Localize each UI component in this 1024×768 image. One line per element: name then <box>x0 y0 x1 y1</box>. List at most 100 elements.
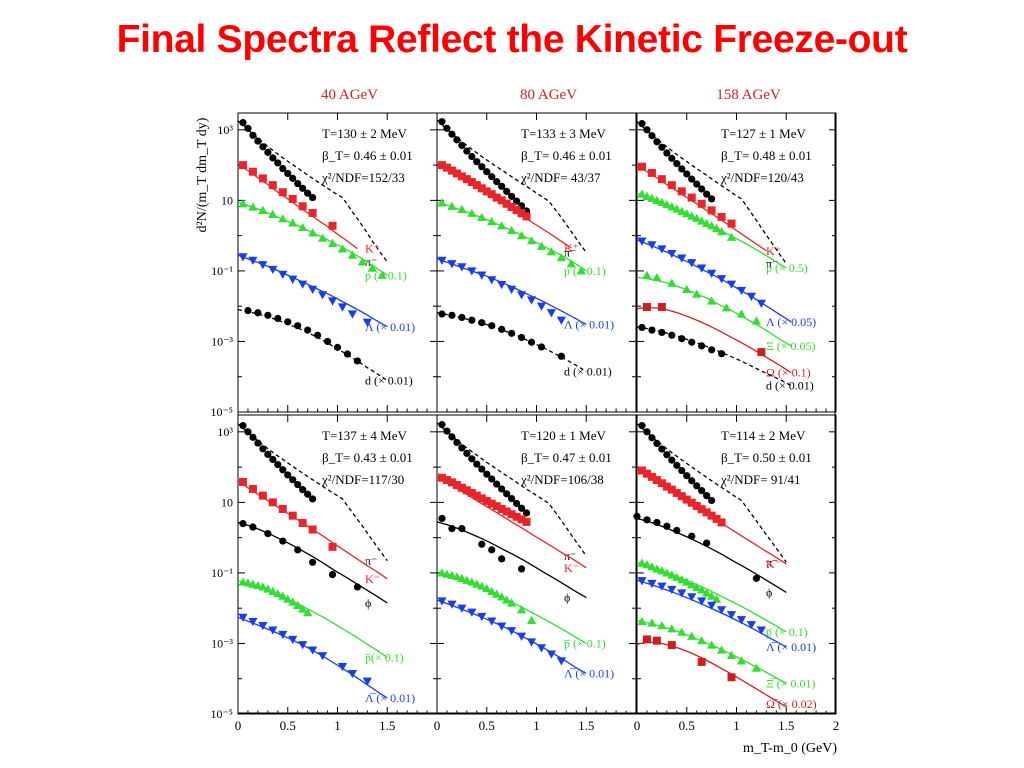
data-point <box>653 518 661 527</box>
series-label: Λ̅ (× 0.01) <box>766 640 816 654</box>
data-point <box>448 311 456 319</box>
data-point <box>657 245 667 254</box>
data-point <box>682 284 692 293</box>
data-point <box>288 275 298 284</box>
data-point <box>493 480 501 488</box>
x-tick-label: 1.5 <box>778 718 794 733</box>
data-point <box>576 266 586 275</box>
fit-parameter: χ²/NDF= 91/41 <box>720 472 800 487</box>
data-point <box>708 195 716 203</box>
x-tick-label: 2 <box>833 718 840 733</box>
data-point <box>443 427 451 435</box>
data-point <box>677 492 686 501</box>
data-point <box>268 265 278 275</box>
data-point <box>294 179 302 188</box>
data-point <box>278 591 288 600</box>
series-label: Λ̅ (× 0.01) <box>564 667 614 681</box>
fit-curve <box>237 308 388 382</box>
data-point <box>667 585 677 595</box>
data-point <box>457 172 466 181</box>
fit-curve <box>237 120 388 263</box>
x-tick-label: 0.5 <box>280 718 296 733</box>
data-point <box>512 206 521 215</box>
data-point <box>443 124 451 132</box>
data-point <box>467 267 477 276</box>
data-point <box>258 205 268 214</box>
data-point <box>462 486 471 495</box>
data-point <box>497 622 507 631</box>
data-point <box>513 499 521 508</box>
data-point <box>328 221 337 230</box>
data-point <box>526 296 537 305</box>
data-point <box>498 182 506 190</box>
data-point <box>647 562 657 571</box>
data-point <box>707 591 717 600</box>
data-point <box>642 635 651 644</box>
data-point <box>347 669 358 679</box>
data-point <box>643 428 651 436</box>
data-point <box>258 622 268 631</box>
data-point <box>437 473 446 482</box>
data-point <box>726 232 737 241</box>
data-point <box>327 297 338 306</box>
data-point <box>268 498 277 507</box>
data-point <box>298 641 308 650</box>
series-label: π⁻ <box>766 257 778 271</box>
data-point <box>726 611 737 620</box>
spectra-panel: π⁻K⁻ ϕ p̅ (× 0.1)Λ̅ (× 0.01) Ξ̅ (× 0.01) Ω̅ … <box>633 414 837 715</box>
data-point <box>672 572 682 581</box>
data-point <box>757 348 766 357</box>
data-point <box>308 646 318 655</box>
data-point <box>697 199 706 208</box>
data-point <box>698 342 706 350</box>
data-point <box>503 490 511 498</box>
data-point <box>458 141 466 150</box>
x-tick-label: 0 <box>235 718 242 733</box>
y-tick-label: 10³ <box>217 425 233 439</box>
data-point <box>472 181 481 190</box>
data-point <box>323 337 332 346</box>
data-point <box>328 570 337 579</box>
data-point <box>673 160 681 168</box>
data-point <box>288 597 298 606</box>
series-label: Λ (× 0.01) <box>365 320 415 334</box>
data-point <box>337 663 348 672</box>
data-point <box>263 584 273 593</box>
data-point <box>283 594 293 603</box>
data-point <box>707 296 717 305</box>
spectra-panel: π⁻K⁺ p (× 0.1) Λ (× 0.01) d (× 0.01) T=133 ±… <box>436 112 637 413</box>
data-point <box>516 231 527 240</box>
data-point <box>703 492 711 500</box>
data-point <box>716 227 727 236</box>
data-point <box>697 505 706 514</box>
y-tick-label: 10³ <box>217 123 233 137</box>
data-point <box>546 247 557 256</box>
series-label: K⁻ <box>365 572 380 586</box>
data-point <box>482 583 492 593</box>
data-point <box>637 162 646 171</box>
fit-parameter: T=130 ± 2 MeV <box>322 126 407 141</box>
data-point <box>453 136 461 144</box>
data-point <box>303 607 313 617</box>
data-point <box>333 343 342 351</box>
data-point <box>507 510 516 519</box>
data-point <box>309 495 317 503</box>
data-point <box>259 143 267 151</box>
data-point <box>667 641 676 650</box>
data-point <box>638 323 646 332</box>
data-point <box>657 582 667 591</box>
data-point <box>697 597 707 606</box>
data-point <box>657 175 666 184</box>
data-point <box>707 511 716 520</box>
data-point <box>672 488 681 497</box>
y-tick-label: 10⁻⁵ <box>210 707 233 721</box>
series-label: K⁺ <box>564 241 579 255</box>
data-point <box>492 589 502 598</box>
data-point <box>643 516 651 524</box>
data-point <box>687 259 697 268</box>
data-point <box>442 476 451 485</box>
data-point <box>556 657 566 666</box>
data-point <box>647 472 656 481</box>
data-point <box>687 211 697 220</box>
data-point <box>472 579 482 588</box>
